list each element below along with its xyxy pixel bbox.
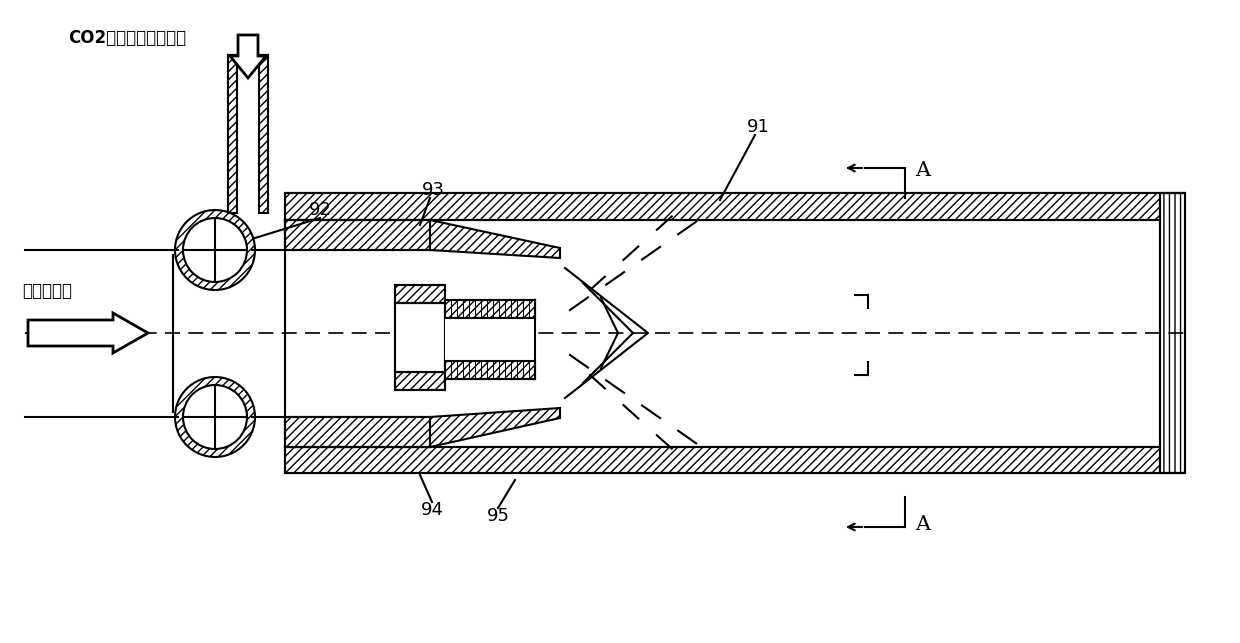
Bar — [259, 55, 268, 213]
Bar — [396, 303, 445, 372]
Bar — [445, 300, 534, 318]
Text: CO2气液两相平衡流体: CO2气液两相平衡流体 — [68, 29, 186, 47]
Bar — [1159, 193, 1185, 473]
Bar — [237, 55, 259, 213]
Circle shape — [175, 377, 255, 457]
Text: 95: 95 — [486, 507, 510, 525]
Circle shape — [184, 218, 247, 282]
Text: 92: 92 — [309, 201, 331, 219]
Text: 94: 94 — [420, 501, 444, 519]
Bar — [396, 285, 445, 303]
Text: A: A — [915, 161, 930, 179]
Circle shape — [184, 385, 247, 449]
Bar — [1159, 193, 1185, 473]
Bar — [396, 372, 445, 390]
Text: A: A — [915, 516, 930, 534]
Circle shape — [175, 210, 255, 290]
Polygon shape — [430, 220, 560, 258]
Bar — [445, 318, 534, 360]
Polygon shape — [229, 35, 267, 78]
Bar — [228, 55, 237, 213]
Text: 91: 91 — [746, 118, 770, 136]
Text: 泡沫混合液: 泡沫混合液 — [22, 282, 72, 300]
Bar — [285, 447, 1159, 473]
Bar — [445, 361, 534, 379]
Polygon shape — [29, 313, 148, 353]
Bar — [285, 220, 430, 250]
Bar — [285, 193, 1159, 220]
Text: 93: 93 — [422, 181, 444, 199]
Bar — [285, 417, 430, 447]
Polygon shape — [430, 408, 560, 447]
